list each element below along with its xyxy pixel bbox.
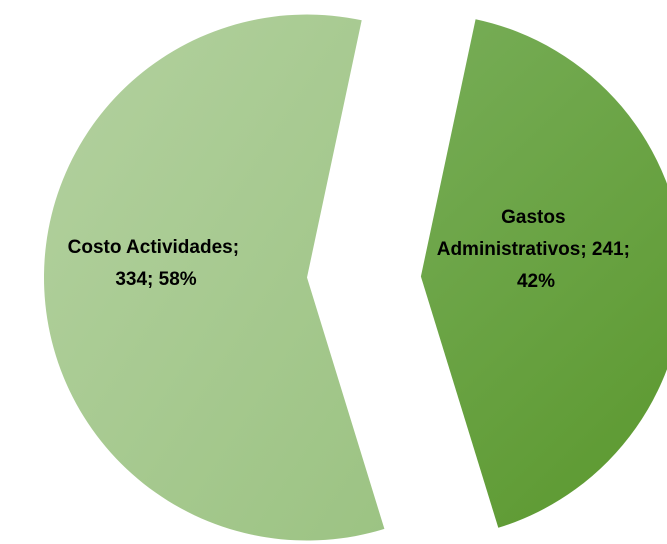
slice-label-line: 42% [517, 271, 555, 292]
slice-label-costo-actividades: Costo Actividades; 334; 58% [68, 237, 245, 290]
pie-slice-costo-actividades [43, 14, 385, 541]
slice-label-line: Administrativos; 241; [437, 239, 630, 260]
slice-label-line: Costo Actividades; [68, 237, 239, 258]
svg-text:Gastos Administrativos: Gastos Administrativos; 241; 42% [437, 207, 636, 292]
pie-slice-gastos-administrativos [420, 19, 667, 528]
slice-label-line: 334; 58% [115, 269, 196, 290]
svg-text:Costo Actividades; 334: Costo Actividades; 334; 58% [68, 237, 245, 290]
slice-label-gastos-administrativos: Gastos Administrativos; 241; 42% [437, 207, 636, 292]
slice-label-line: Gastos [501, 207, 565, 228]
pie-slices [43, 14, 667, 541]
